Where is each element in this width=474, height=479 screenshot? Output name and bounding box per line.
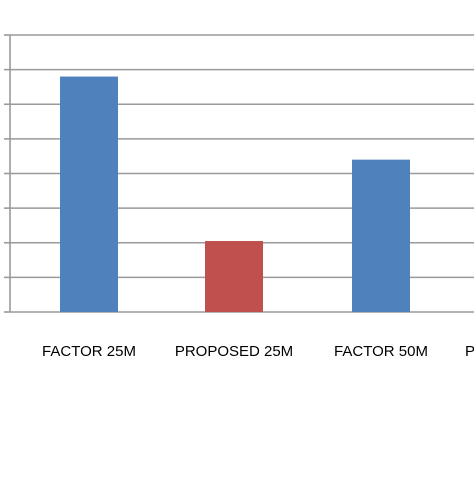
- bar-proposed-25m: [205, 241, 263, 312]
- x-tick-label: P: [465, 343, 474, 360]
- x-tick-label: PROPOSED 25M: [175, 343, 293, 360]
- bar-factor-50m: [352, 159, 410, 312]
- category-labels: FACTOR 25M PROPOSED 25M FACTOR 50M P: [42, 343, 474, 360]
- bar-factor-25m: [60, 76, 118, 312]
- x-tick-label: FACTOR 25M: [42, 343, 136, 360]
- x-tick-label: FACTOR 50M: [334, 343, 428, 360]
- bars: [60, 76, 410, 312]
